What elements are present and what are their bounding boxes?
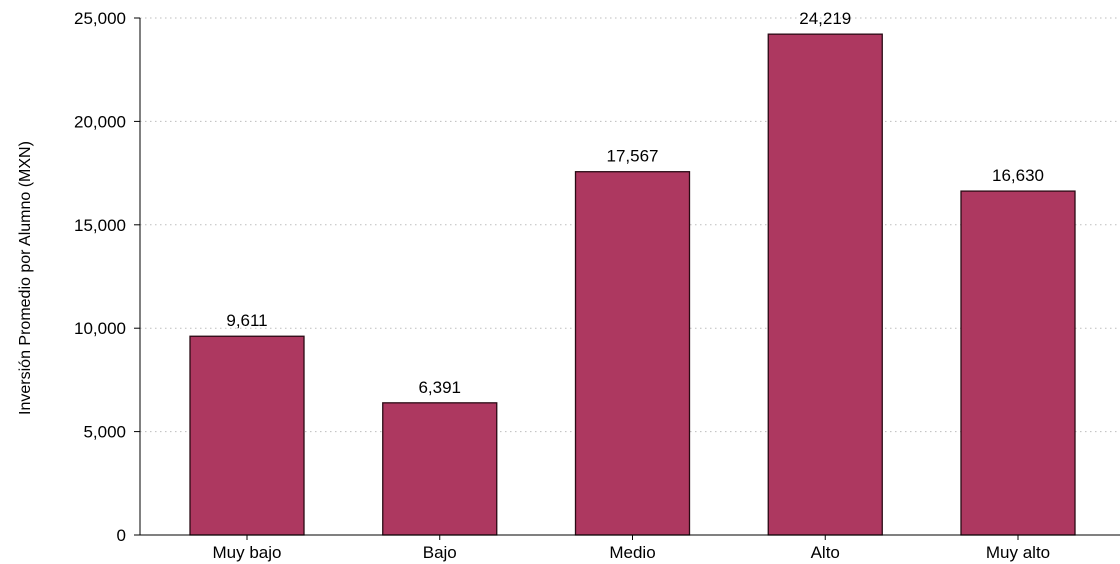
x-tick-label: Alto	[811, 543, 840, 562]
y-tick-label: 20,000	[74, 112, 126, 131]
bar-value-label: 6,391	[418, 378, 461, 397]
bar-value-label: 16,630	[992, 166, 1044, 185]
y-ticks: 0 5,000 10,000 15,000 20,000 25,000	[74, 9, 140, 545]
bars	[189, 33, 1076, 536]
x-tick-label: Muy bajo	[213, 543, 282, 562]
bar-value-label: 17,567	[607, 147, 659, 166]
bar	[960, 190, 1076, 536]
bar	[189, 335, 305, 536]
bar	[767, 33, 883, 536]
x-tick-label: Medio	[609, 543, 655, 562]
y-tick-label: 0	[117, 526, 126, 545]
data-labels: 9,611 6,391 17,567 24,219 16,630	[226, 9, 1044, 397]
y-axis-title: Inversión Promedio por Alumno (MXN)	[17, 141, 34, 415]
y-tick-label: 25,000	[74, 9, 126, 28]
x-tick-label: Muy alto	[986, 543, 1050, 562]
bar	[382, 402, 498, 536]
x-ticks: Muy bajo Bajo Medio Alto Muy alto	[213, 535, 1050, 562]
axes	[139, 18, 1120, 536]
bar	[574, 171, 691, 536]
x-tick-label: Bajo	[423, 543, 457, 562]
y-tick-label: 10,000	[74, 319, 126, 338]
bar-value-label: 24,219	[799, 9, 851, 28]
bar-value-label: 9,611	[226, 311, 267, 330]
y-tick-label: 5,000	[83, 423, 126, 442]
y-tick-label: 15,000	[74, 216, 126, 235]
